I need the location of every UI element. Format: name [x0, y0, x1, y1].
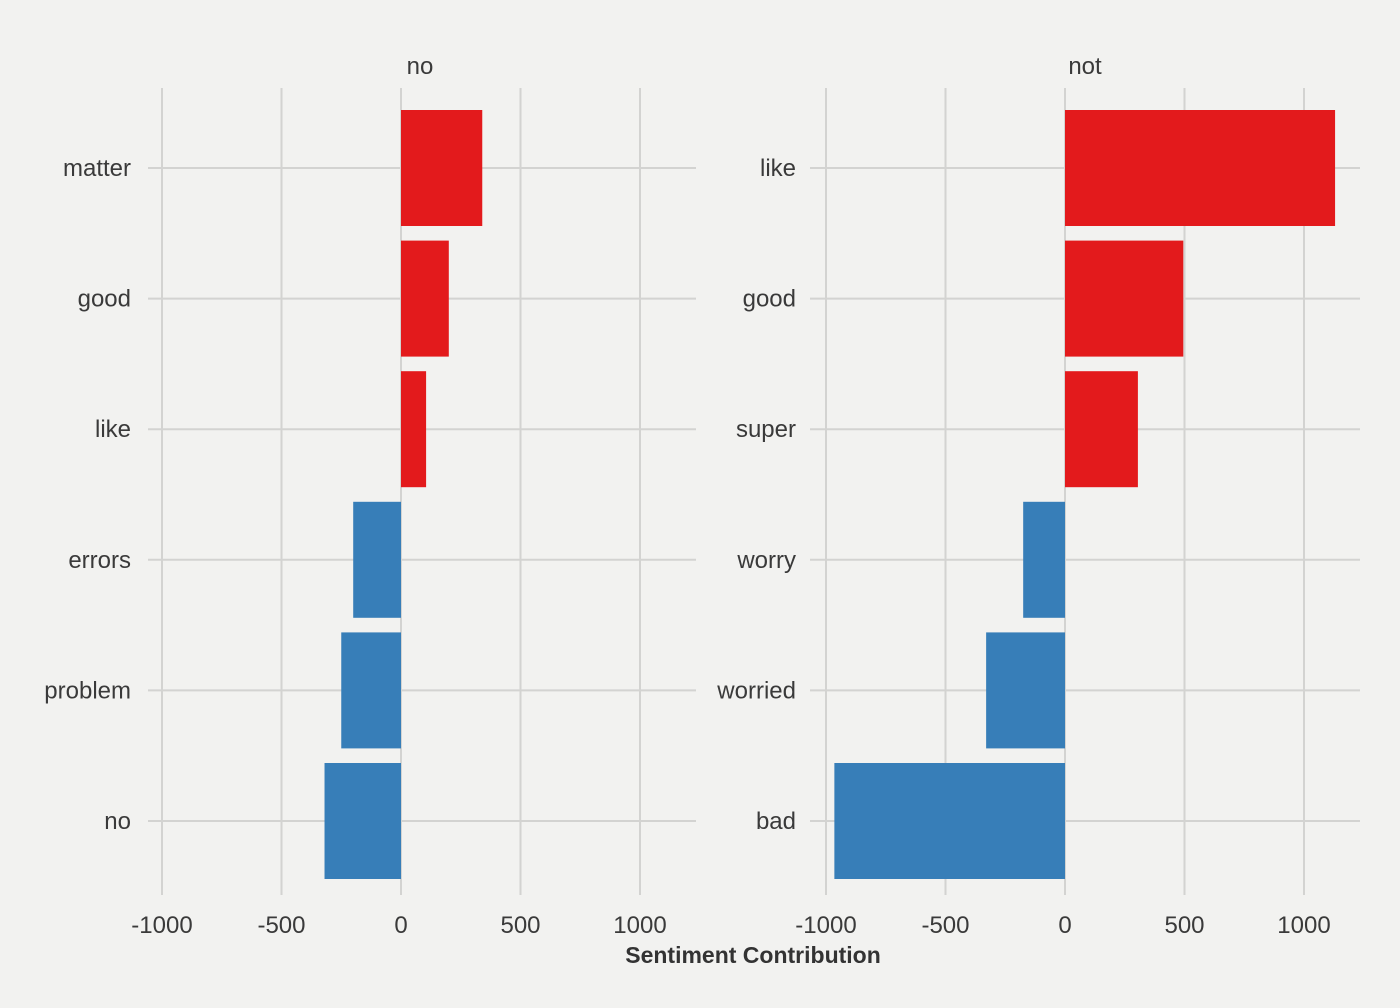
x-tick-label: -1000 — [795, 912, 856, 939]
x-tick-label: -500 — [257, 912, 305, 939]
y-tick-label: like — [760, 155, 796, 182]
y-tick-label: bad — [756, 808, 796, 835]
y-tick-label: worried — [716, 677, 796, 704]
x-tick-label: 0 — [394, 912, 407, 939]
facet-title: not — [1068, 53, 1102, 80]
bar-good — [1065, 240, 1184, 357]
x-tick-label: 1000 — [1277, 912, 1330, 939]
bar-no — [324, 763, 401, 879]
facet-panel-no: matter good like errors problem no -1000 -500 0 5… — [44, 53, 696, 939]
x-axis-title: Sentiment Contribution — [625, 942, 881, 968]
y-tick-label: super — [736, 416, 796, 443]
bar-like — [401, 371, 427, 488]
y-tick-label: problem — [44, 677, 131, 704]
y-tick-label: good — [743, 286, 796, 313]
bar-good — [401, 240, 449, 357]
bar-bad — [834, 763, 1065, 879]
y-tick-label: worry — [736, 547, 796, 574]
x-tick-label: -1000 — [131, 912, 192, 939]
bar-super — [1065, 371, 1138, 488]
bar-matter — [401, 110, 483, 226]
facet-panel-not: like good super worry worried bad -1000 -500 0 50… — [716, 53, 1360, 939]
y-tick-label: good — [78, 286, 131, 313]
x-tick-label: 1000 — [613, 912, 666, 939]
bar-problem — [341, 632, 401, 749]
y-tick-label: errors — [68, 547, 131, 574]
y-tick-label: like — [95, 416, 131, 443]
bar-errors — [353, 501, 401, 618]
y-tick-label: no — [104, 808, 131, 835]
x-tick-label: 500 — [500, 912, 540, 939]
x-tick-label: 500 — [1164, 912, 1204, 939]
x-tick-label: -500 — [921, 912, 969, 939]
bar-worry — [1023, 501, 1065, 618]
bar-worried — [986, 632, 1065, 749]
x-tick-label: 0 — [1058, 912, 1071, 939]
y-tick-label: matter — [63, 155, 131, 182]
bar-like — [1065, 110, 1336, 226]
facet-title: no — [407, 53, 434, 80]
